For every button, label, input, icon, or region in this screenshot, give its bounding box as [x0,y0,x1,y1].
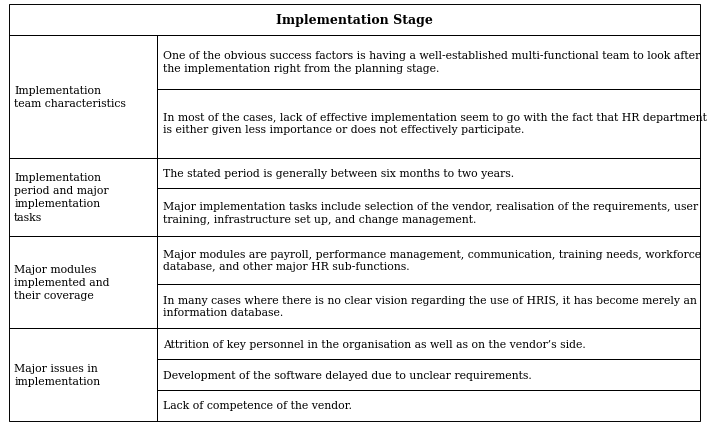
Bar [9,328,157,421]
Bar [157,236,700,284]
Bar [157,390,700,421]
Bar [9,36,157,158]
Text: Implementation
period and major
implementation
tasks: Implementation period and major implemen… [14,173,108,222]
Bar [157,284,700,328]
Bar [9,236,157,328]
Text: The stated period is generally between six months to two years.: The stated period is generally between s… [163,169,514,178]
Text: One of the obvious success factors is having a well-established multi-functional: One of the obvious success factors is ha… [163,51,700,74]
Text: Development of the software delayed due to unclear requirements.: Development of the software delayed due … [163,370,532,380]
Bar [9,5,700,36]
Text: Lack of competence of the vendor.: Lack of competence of the vendor. [163,400,352,411]
Text: In most of the cases, lack of effective implementation seem to go with the fact : In most of the cases, lack of effective … [163,112,707,135]
Text: Implementation Stage: Implementation Stage [276,14,433,27]
Text: Major implementation tasks include selection of the vendor, realisation of the r: Major implementation tasks include selec… [163,201,698,224]
Bar [157,89,700,158]
Bar [9,158,157,236]
Text: Major modules are payroll, performance management, communication, training needs: Major modules are payroll, performance m… [163,249,701,272]
Bar [157,359,700,390]
Text: Major modules
implemented and
their coverage: Major modules implemented and their cove… [14,265,110,301]
Text: In many cases where there is no clear vision regarding the use of HRIS, it has b: In many cases where there is no clear vi… [163,295,697,318]
Bar [157,189,700,236]
Bar [157,36,700,89]
Text: Attrition of key personnel in the organisation as well as on the vendor’s side.: Attrition of key personnel in the organi… [163,339,586,349]
Bar [157,328,700,359]
Text: Major issues in
implementation: Major issues in implementation [14,363,100,386]
Text: Implementation
team characteristics: Implementation team characteristics [14,86,126,109]
Bar [157,158,700,189]
